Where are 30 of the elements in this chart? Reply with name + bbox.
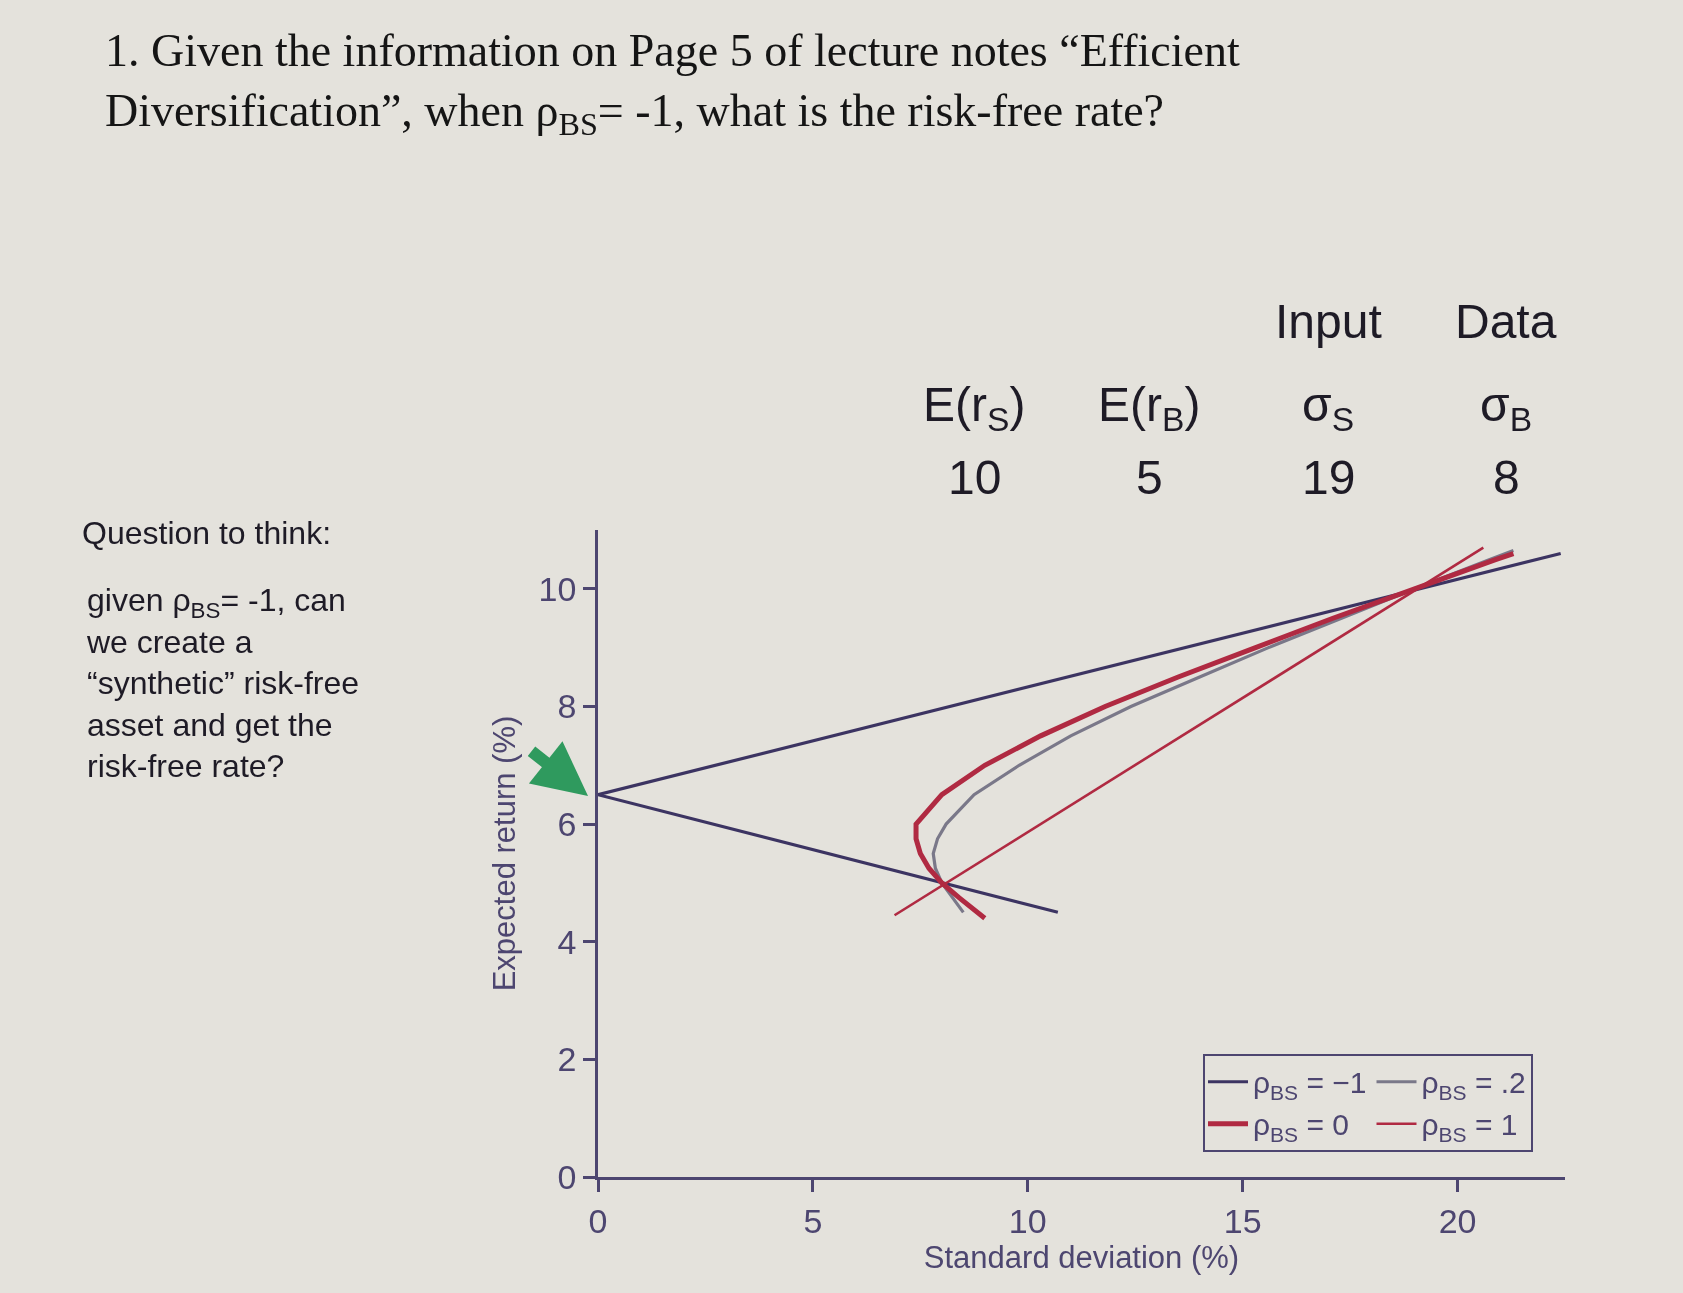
text: 19 xyxy=(1302,451,1356,504)
legend-label: ρ$_{BS}$ = .2 xyxy=(1421,1066,1526,1104)
legend-label: ρ$_{BS}$ = 1 xyxy=(1421,1108,1518,1146)
x-tick-label: 5 xyxy=(803,1201,823,1240)
text: 5 xyxy=(1136,451,1163,504)
text: given ρ$_{BS}$= -1, can we create a “synthetic” risk-free asset and get the risk-free rate? xyxy=(86,582,360,785)
legend-label: ρ$_{BS}$ = 0 xyxy=(1253,1108,1349,1146)
y-tick-label: 8 xyxy=(557,687,577,726)
legend-label: ρ$_{BS}$ = −1 xyxy=(1253,1066,1367,1104)
y-tick-label: 10 xyxy=(538,569,577,608)
text: Input xyxy=(1275,295,1382,348)
text: 10 xyxy=(948,451,1002,504)
y-tick-label: 2 xyxy=(557,1040,577,1079)
y-tick-label: 6 xyxy=(557,804,577,843)
text: 8 xyxy=(1493,451,1520,504)
x-tick-label: 0 xyxy=(588,1201,608,1240)
text: Data xyxy=(1455,295,1557,348)
x-tick-label: 15 xyxy=(1223,1201,1262,1240)
y-tick-label: 4 xyxy=(557,922,577,961)
text: Question to think: xyxy=(82,515,332,551)
x-tick-label: 10 xyxy=(1008,1201,1047,1240)
x-tick-label: 20 xyxy=(1438,1201,1477,1240)
x-axis-title: Standard deviation (%) xyxy=(923,1239,1240,1275)
text: σ$_{B}$ xyxy=(1480,378,1533,439)
y-axis-title: Expected return (%) xyxy=(487,715,523,992)
text: σ$_{S}$ xyxy=(1302,378,1355,439)
text: E(r$_{B}$) xyxy=(1098,378,1201,439)
chart-title: 1. Given the information on Page 5 of lecture notes “Efficient Diversification”, when ρ$_{BS}$= -1, what is the risk-free rate? xyxy=(105,25,1240,143)
text: E(r$_{S}$) xyxy=(923,378,1026,439)
y-tick-label: 0 xyxy=(557,1157,577,1196)
